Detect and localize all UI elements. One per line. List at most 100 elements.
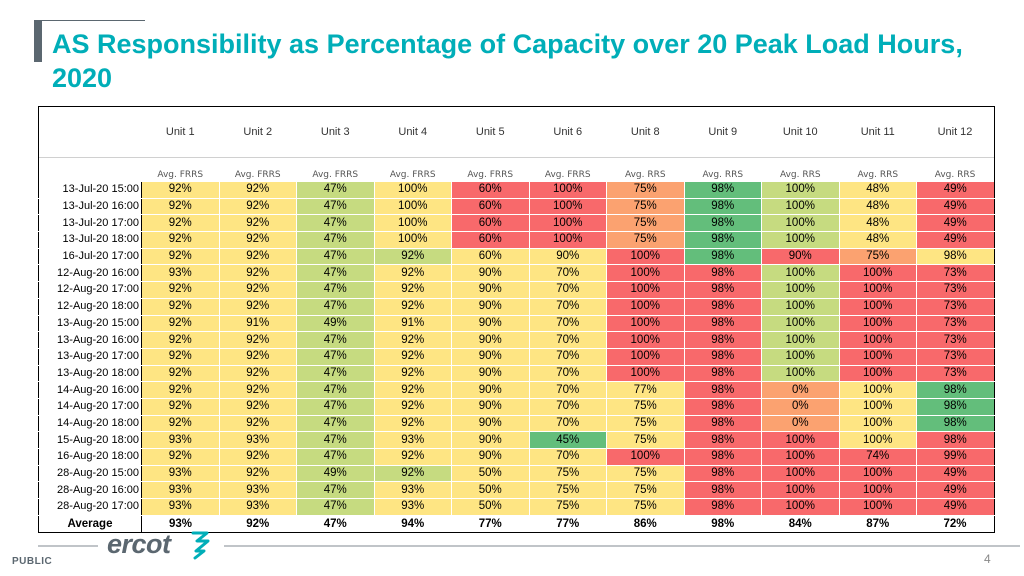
- value-cell: 92%: [219, 348, 297, 366]
- value-cell: 47%: [296, 198, 375, 216]
- value-cell: 92%: [141, 182, 220, 199]
- value-cell: 98%: [684, 198, 762, 216]
- unit-header-cell: Unit 6: [529, 106, 607, 158]
- value-cell: 98%: [684, 481, 762, 500]
- value-cell: 49%: [916, 498, 995, 516]
- value-cell: 73%: [916, 315, 995, 333]
- table-row: 12-Aug-20 17:00 92% 92% 47% 92% 90% 70% 100% 98%…: [38, 281, 995, 299]
- value-cell: 92%: [141, 365, 220, 383]
- row-timestamp: 16-Aug-20 18:00: [38, 448, 142, 466]
- row-timestamp: 28-Aug-20 16:00: [38, 481, 142, 500]
- row-timestamp: 13-Aug-20 17:00: [38, 348, 142, 366]
- value-cell: 75%: [606, 465, 685, 483]
- value-cell: 100%: [761, 214, 840, 233]
- average-value-cell: 94%: [374, 514, 452, 533]
- value-cell: 0%: [761, 415, 840, 433]
- value-cell: 100%: [839, 365, 917, 383]
- value-cell: 60%: [451, 248, 530, 266]
- value-cell: 92%: [219, 331, 297, 349]
- value-cell: 98%: [684, 298, 762, 316]
- footer-rule-left: [38, 545, 98, 547]
- value-cell: 93%: [374, 481, 452, 500]
- value-cell: 47%: [296, 398, 375, 416]
- value-cell: 49%: [916, 198, 995, 216]
- value-cell: 100%: [374, 231, 452, 249]
- value-cell: 98%: [684, 315, 762, 333]
- value-cell: 100%: [529, 182, 607, 199]
- value-cell: 98%: [684, 331, 762, 349]
- value-cell: 47%: [296, 264, 375, 283]
- value-cell: 90%: [451, 348, 530, 366]
- value-cell: 47%: [296, 348, 375, 366]
- value-cell: 92%: [374, 264, 452, 283]
- value-cell: 0%: [761, 398, 840, 416]
- row-timestamp: 12-Aug-20 16:00: [38, 264, 142, 283]
- table-row: 28-Aug-20 16:00 93% 93% 47% 93% 50% 75% 75% 98% 1…: [38, 481, 995, 500]
- value-cell: 92%: [374, 448, 452, 466]
- value-cell: 90%: [451, 264, 530, 283]
- value-cell: 70%: [529, 281, 607, 299]
- value-cell: 47%: [296, 381, 375, 399]
- value-cell: 47%: [296, 182, 375, 199]
- table-row: 16-Aug-20 18:00 92% 92% 47% 92% 90% 70% 100% 98%…: [38, 448, 995, 466]
- unit-header-cell: Unit 4: [374, 106, 452, 158]
- value-cell: 98%: [684, 248, 762, 266]
- table-row: 13-Aug-20 17:00 92% 92% 47% 92% 90% 70% 100% 98%…: [38, 348, 995, 366]
- value-cell: 93%: [219, 481, 297, 500]
- value-cell: 100%: [761, 315, 840, 333]
- value-cell: 93%: [141, 431, 220, 449]
- metric-header-cell: Avg. FRRS: [219, 157, 297, 182]
- value-cell: 92%: [141, 448, 220, 466]
- average-label: Average: [38, 514, 142, 533]
- value-cell: 93%: [374, 431, 452, 449]
- value-cell: 98%: [684, 214, 762, 233]
- row-timestamp: 13-Jul-20 15:00: [38, 182, 142, 199]
- value-cell: 92%: [141, 248, 220, 266]
- value-cell: 49%: [916, 214, 995, 233]
- value-cell: 93%: [219, 498, 297, 516]
- average-value-cell: 92%: [219, 514, 297, 533]
- value-cell: 73%: [916, 264, 995, 283]
- table-row: 13-Aug-20 16:00 92% 92% 47% 92% 90% 70% 100% 98%…: [38, 331, 995, 349]
- value-cell: 70%: [529, 448, 607, 466]
- row-timestamp: 14-Aug-20 16:00: [38, 381, 142, 399]
- value-cell: 77%: [606, 381, 685, 399]
- unit-header-row: Unit 1 Unit 2 Unit 3 Unit 4 Unit 5 Unit 6 Unit…: [38, 106, 995, 158]
- average-value-cell: 87%: [839, 514, 917, 533]
- value-cell: 47%: [296, 365, 375, 383]
- value-cell: 100%: [839, 331, 917, 349]
- corner-subheader-cell: [38, 157, 142, 182]
- value-cell: 100%: [761, 198, 840, 216]
- value-cell: 75%: [606, 431, 685, 449]
- classification-label: PUBLIC: [12, 556, 53, 567]
- value-cell: 74%: [839, 448, 917, 466]
- value-cell: 92%: [219, 198, 297, 216]
- value-cell: 100%: [839, 398, 917, 416]
- value-cell: 49%: [916, 182, 995, 199]
- unit-header-cell: Unit 10: [761, 106, 839, 158]
- value-cell: 93%: [141, 498, 220, 516]
- value-cell: 98%: [684, 431, 762, 449]
- value-cell: 100%: [839, 465, 917, 483]
- unit-header-cell: Unit 3: [296, 106, 374, 158]
- value-cell: 100%: [606, 248, 685, 266]
- value-cell: 98%: [684, 415, 762, 433]
- table-row: 13-Jul-20 18:00 92% 92% 47% 100% 60% 100% 75% 98…: [38, 231, 995, 249]
- row-timestamp: 16-Jul-20 17:00: [38, 248, 142, 266]
- value-cell: 70%: [529, 264, 607, 283]
- table-row: 13-Jul-20 16:00 92% 92% 47% 100% 60% 100% 75% 98…: [38, 198, 995, 216]
- row-timestamp: 13-Jul-20 18:00: [38, 231, 142, 249]
- value-cell: 93%: [141, 481, 220, 500]
- value-cell: 100%: [839, 431, 917, 449]
- value-cell: 91%: [374, 315, 452, 333]
- responsibility-table: Unit 1 Unit 2 Unit 3 Unit 4 Unit 5 Unit 6 Unit…: [38, 106, 995, 533]
- value-cell: 92%: [141, 298, 220, 316]
- value-cell: 47%: [296, 481, 375, 500]
- value-cell: 47%: [296, 498, 375, 516]
- value-cell: 70%: [529, 348, 607, 366]
- value-cell: 92%: [219, 248, 297, 266]
- value-cell: 92%: [141, 381, 220, 399]
- value-cell: 92%: [141, 315, 220, 333]
- metric-header-cell: Avg. FRRS: [141, 157, 219, 182]
- title-accent-bar: [34, 20, 42, 62]
